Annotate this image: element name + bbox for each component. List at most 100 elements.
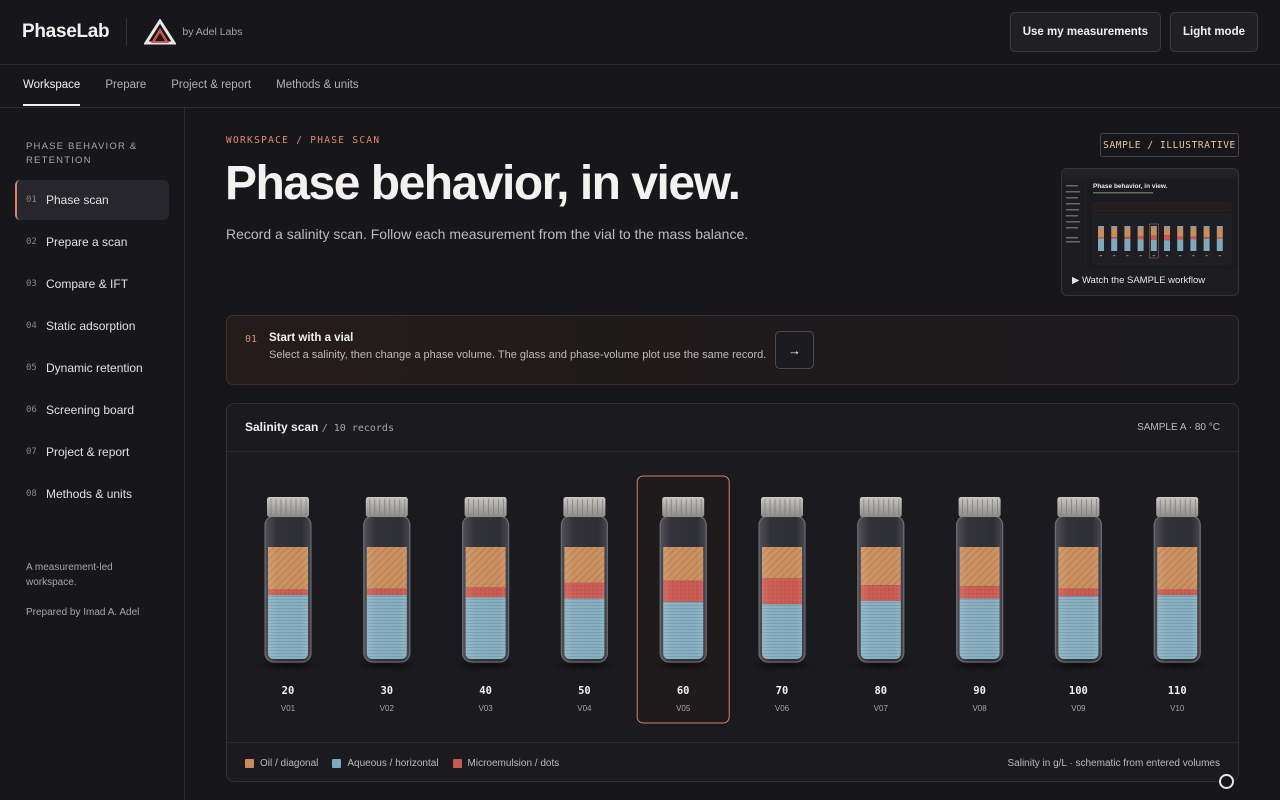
sidebar-item-prepare-a-scan[interactable]: 02 Prepare a scan (15, 222, 169, 262)
sidebar-item-phase-scan[interactable]: 01 Phase scan (15, 180, 169, 220)
sidebar-item-screening-board[interactable]: 06 Screening board (15, 390, 169, 430)
vial-id: V07 (873, 704, 888, 713)
light-mode-button[interactable]: Light mode (1170, 12, 1258, 52)
sidebar-item-project-report[interactable]: 07 Project & report (15, 432, 169, 472)
salinity-scan-panel: Salinity scan / 10 records SAMPLE A · 80… (226, 403, 1239, 782)
sidebar-item-label: Static adsorption (46, 319, 136, 333)
sidebar-item-static-adsorption[interactable]: 04 Static adsorption (15, 306, 169, 346)
vial-v01[interactable] (256, 497, 320, 671)
sidebar-item-number: 05 (26, 363, 37, 373)
vial-v08[interactable] (947, 497, 1012, 671)
vial-glass-sheen (264, 515, 312, 663)
sidebar-item-label: Methods & units (46, 487, 133, 501)
watch-sample-workflow-link[interactable]: ▶ Watch the SAMPLE workflow (1072, 275, 1206, 286)
sidebar: PHASE BEHAVIOR & RETENTION 01 Phase scan 0… (0, 108, 185, 800)
vial-id: V06 (774, 704, 790, 713)
phase-legend: Oil / diagonal Aqueous / horizontal Micr… (245, 758, 559, 769)
sidebar-item-label: Dynamic retention (46, 361, 143, 375)
vial-glass-sheen (1054, 515, 1102, 663)
floating-control-handle[interactable] (1219, 774, 1234, 789)
tab-workspace[interactable]: Workspace (23, 65, 81, 107)
sidebar-item-dynamic-retention[interactable]: 05 Dynamic retention (15, 348, 169, 388)
vial-salinity-value: 100 (1068, 685, 1088, 697)
vial-glass-sheen (956, 515, 1004, 663)
sidebar-item-number: 01 (26, 195, 37, 205)
vial-cap (662, 497, 705, 517)
panel-title-text: Salinity scan (245, 420, 319, 434)
sample-label: SAMPLE A · 80 °C (1137, 422, 1220, 433)
sidebar-item-methods-units[interactable]: 08 Methods & units (15, 474, 169, 514)
vial-v09[interactable] (1046, 497, 1111, 671)
aqueous-swatch (332, 759, 342, 768)
vial-id: V05 (676, 704, 691, 713)
next-step-arrow-button[interactable]: → (775, 331, 814, 369)
adel-labs-logo-icon (144, 19, 177, 45)
vial-v06[interactable] (750, 497, 814, 671)
preview-title: Phase behavior, in view. (1093, 183, 1168, 190)
vial-cap (365, 497, 408, 517)
vial-salinity-value: 50 (578, 685, 591, 697)
vial-salinity-value: 60 (676, 685, 690, 697)
vial-v03[interactable] (453, 497, 518, 671)
vial-salinity-value: 80 (874, 685, 888, 697)
step-number: 01 (245, 334, 258, 345)
vial-cap (958, 497, 1001, 517)
preview-vial (1124, 226, 1131, 257)
preview-vial (1111, 226, 1118, 257)
oil-swatch (245, 759, 254, 768)
vial-glass-sheen (857, 515, 905, 663)
vial-cap (859, 497, 902, 517)
sidebar-author: Prepared by Imad A. Adel (26, 607, 140, 618)
sidebar-nav: 01 Phase scan 02 Prepare a scan 03 Compare & … (15, 180, 169, 516)
tab-prepare[interactable]: Prepare (105, 79, 147, 91)
vial-salinity-value: 30 (380, 685, 394, 697)
sidebar-item-number: 04 (26, 321, 37, 331)
vial-v05[interactable] (636, 475, 730, 724)
tab-project-report[interactable]: Project & report (171, 79, 252, 91)
vial-v10[interactable] (1145, 497, 1210, 671)
vial-v02[interactable] (354, 497, 419, 671)
sample-badge: SAMPLE / ILLUSTRATIVE (1100, 133, 1239, 157)
vial-salinity-value: 20 (281, 685, 295, 697)
legend-label-aqueous: Aqueous / horizontal (347, 758, 439, 769)
main-tabs: Workspace Prepare Project & report Metho… (0, 65, 1280, 108)
vial-id: V09 (1071, 704, 1086, 713)
vial-id: V08 (972, 704, 987, 713)
app-name[interactable]: PhaseLab (22, 21, 110, 42)
legend-label-microemulsion: Microemulsion / dots (467, 758, 560, 769)
panel-title: Salinity scan / 10 records (245, 420, 394, 434)
tab-methods-units[interactable]: Methods & units (276, 79, 359, 91)
step-description: Select a salinity, then change a phase v… (269, 349, 767, 361)
sidebar-item-number: 07 (26, 447, 37, 457)
legend-label-oil: Oil / diagonal (260, 758, 319, 769)
workflow-preview-card[interactable]: Phase behavior, in view. ▶ Watch the SAM… (1061, 168, 1239, 296)
preview-vial (1190, 226, 1197, 257)
sidebar-item-label: Compare & IFT (46, 277, 129, 291)
preview-vial (1203, 226, 1210, 257)
sidebar-item-label: Project & report (46, 445, 130, 459)
preview-vial (1216, 226, 1223, 257)
use-my-measurements-button[interactable]: Use my measurements (1009, 12, 1162, 52)
vial-v04[interactable] (552, 497, 617, 671)
breadcrumb: WORKSPACE / PHASE SCAN (226, 135, 381, 146)
sidebar-item-compare-ift[interactable]: 03 Compare & IFT (15, 264, 169, 304)
legend-item-aqueous: Aqueous / horizontal (332, 758, 439, 769)
vial-salinity-value: 70 (775, 685, 789, 697)
panel-header: Salinity scan / 10 records SAMPLE A · 80… (227, 404, 1238, 452)
legend-note: Salinity in g/L · schematic from entered… (1007, 758, 1221, 769)
vial-id: V03 (478, 704, 493, 713)
sidebar-item-label: Prepare a scan (46, 235, 128, 249)
preview-vial (1137, 226, 1144, 257)
sidebar-item-label: Screening board (46, 403, 135, 417)
brand-divider (126, 18, 128, 46)
microemulsion-swatch (452, 759, 462, 768)
vial-graphics (256, 475, 1210, 724)
vial-cap (464, 497, 507, 517)
vial-v07[interactable] (848, 497, 913, 671)
vial-cap (1057, 497, 1100, 517)
sidebar-heading: PHASE BEHAVIOR & RETENTION (26, 141, 138, 166)
sidebar-tagline: A measurement-led workspace. (26, 562, 113, 588)
vial-glass-sheen (1153, 515, 1201, 663)
sidebar-item-number: 02 (26, 237, 37, 247)
vial-salinity-value: 90 (973, 685, 986, 697)
